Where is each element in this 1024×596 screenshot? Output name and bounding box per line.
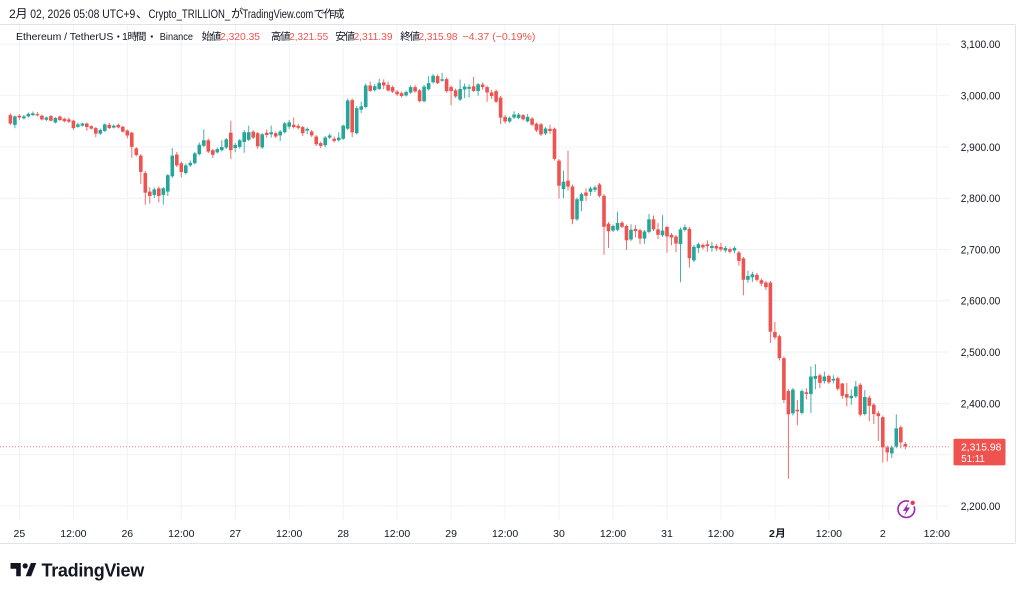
- svg-text:TradingView.com: TradingView.com: [243, 7, 314, 21]
- svg-text:28: 28: [337, 528, 349, 540]
- svg-text:3,000.00: 3,000.00: [961, 91, 1001, 103]
- svg-text:2,315.98: 2,315.98: [419, 31, 458, 43]
- svg-text:12:00: 12:00: [816, 528, 842, 540]
- svg-text:31: 31: [661, 528, 673, 540]
- svg-text:1: 1: [122, 31, 128, 43]
- svg-text:12:00: 12:00: [60, 528, 86, 540]
- svg-text:29: 29: [445, 528, 457, 540]
- svg-text:2,600.00: 2,600.00: [961, 296, 1001, 308]
- svg-text:TradingView: TradingView: [42, 561, 146, 581]
- svg-text:12:00: 12:00: [708, 528, 734, 540]
- svg-text:12:00: 12:00: [276, 528, 302, 540]
- svg-text:3,100.00: 3,100.00: [961, 39, 1001, 51]
- svg-text:2: 2: [880, 528, 886, 540]
- svg-text:30: 30: [553, 528, 565, 540]
- svg-text:2: 2: [769, 528, 775, 540]
- svg-text:2,315.98: 2,315.98: [961, 441, 1002, 453]
- svg-text:12:00: 12:00: [492, 528, 518, 540]
- svg-text:2,321.55: 2,321.55: [289, 31, 328, 43]
- svg-text:2,700.00: 2,700.00: [961, 244, 1001, 256]
- svg-text:26: 26: [121, 528, 133, 540]
- svg-text:2,320.35: 2,320.35: [220, 31, 260, 43]
- svg-text:−4.37 (−0.19%): −4.37 (−0.19%): [463, 31, 536, 43]
- svg-text:2,200.00: 2,200.00: [961, 501, 1001, 513]
- svg-text:2: 2: [9, 7, 16, 21]
- svg-text:2,900.00: 2,900.00: [961, 142, 1001, 154]
- svg-text:2,311.39: 2,311.39: [354, 31, 393, 43]
- svg-text:12:00: 12:00: [384, 528, 410, 540]
- svg-text:25: 25: [14, 528, 26, 540]
- svg-text:2,400.00: 2,400.00: [961, 398, 1001, 410]
- svg-text:2,500.00: 2,500.00: [961, 347, 1001, 359]
- svg-text:51:11: 51:11: [961, 453, 985, 465]
- svg-text:Ethereum / TetherUS: Ethereum / TetherUS: [16, 31, 113, 43]
- svg-text:2,800.00: 2,800.00: [961, 193, 1001, 205]
- svg-text:Binance: Binance: [160, 31, 193, 43]
- svg-text:27: 27: [229, 528, 241, 540]
- svg-text:02, 2026 05:08 UTC+9: 02, 2026 05:08 UTC+9: [30, 7, 135, 21]
- svg-text:12:00: 12:00: [924, 528, 950, 540]
- svg-text:12:00: 12:00: [600, 528, 626, 540]
- svg-text:Crypto_TRILLION_: Crypto_TRILLION_: [149, 7, 231, 21]
- svg-text:12:00: 12:00: [168, 528, 194, 540]
